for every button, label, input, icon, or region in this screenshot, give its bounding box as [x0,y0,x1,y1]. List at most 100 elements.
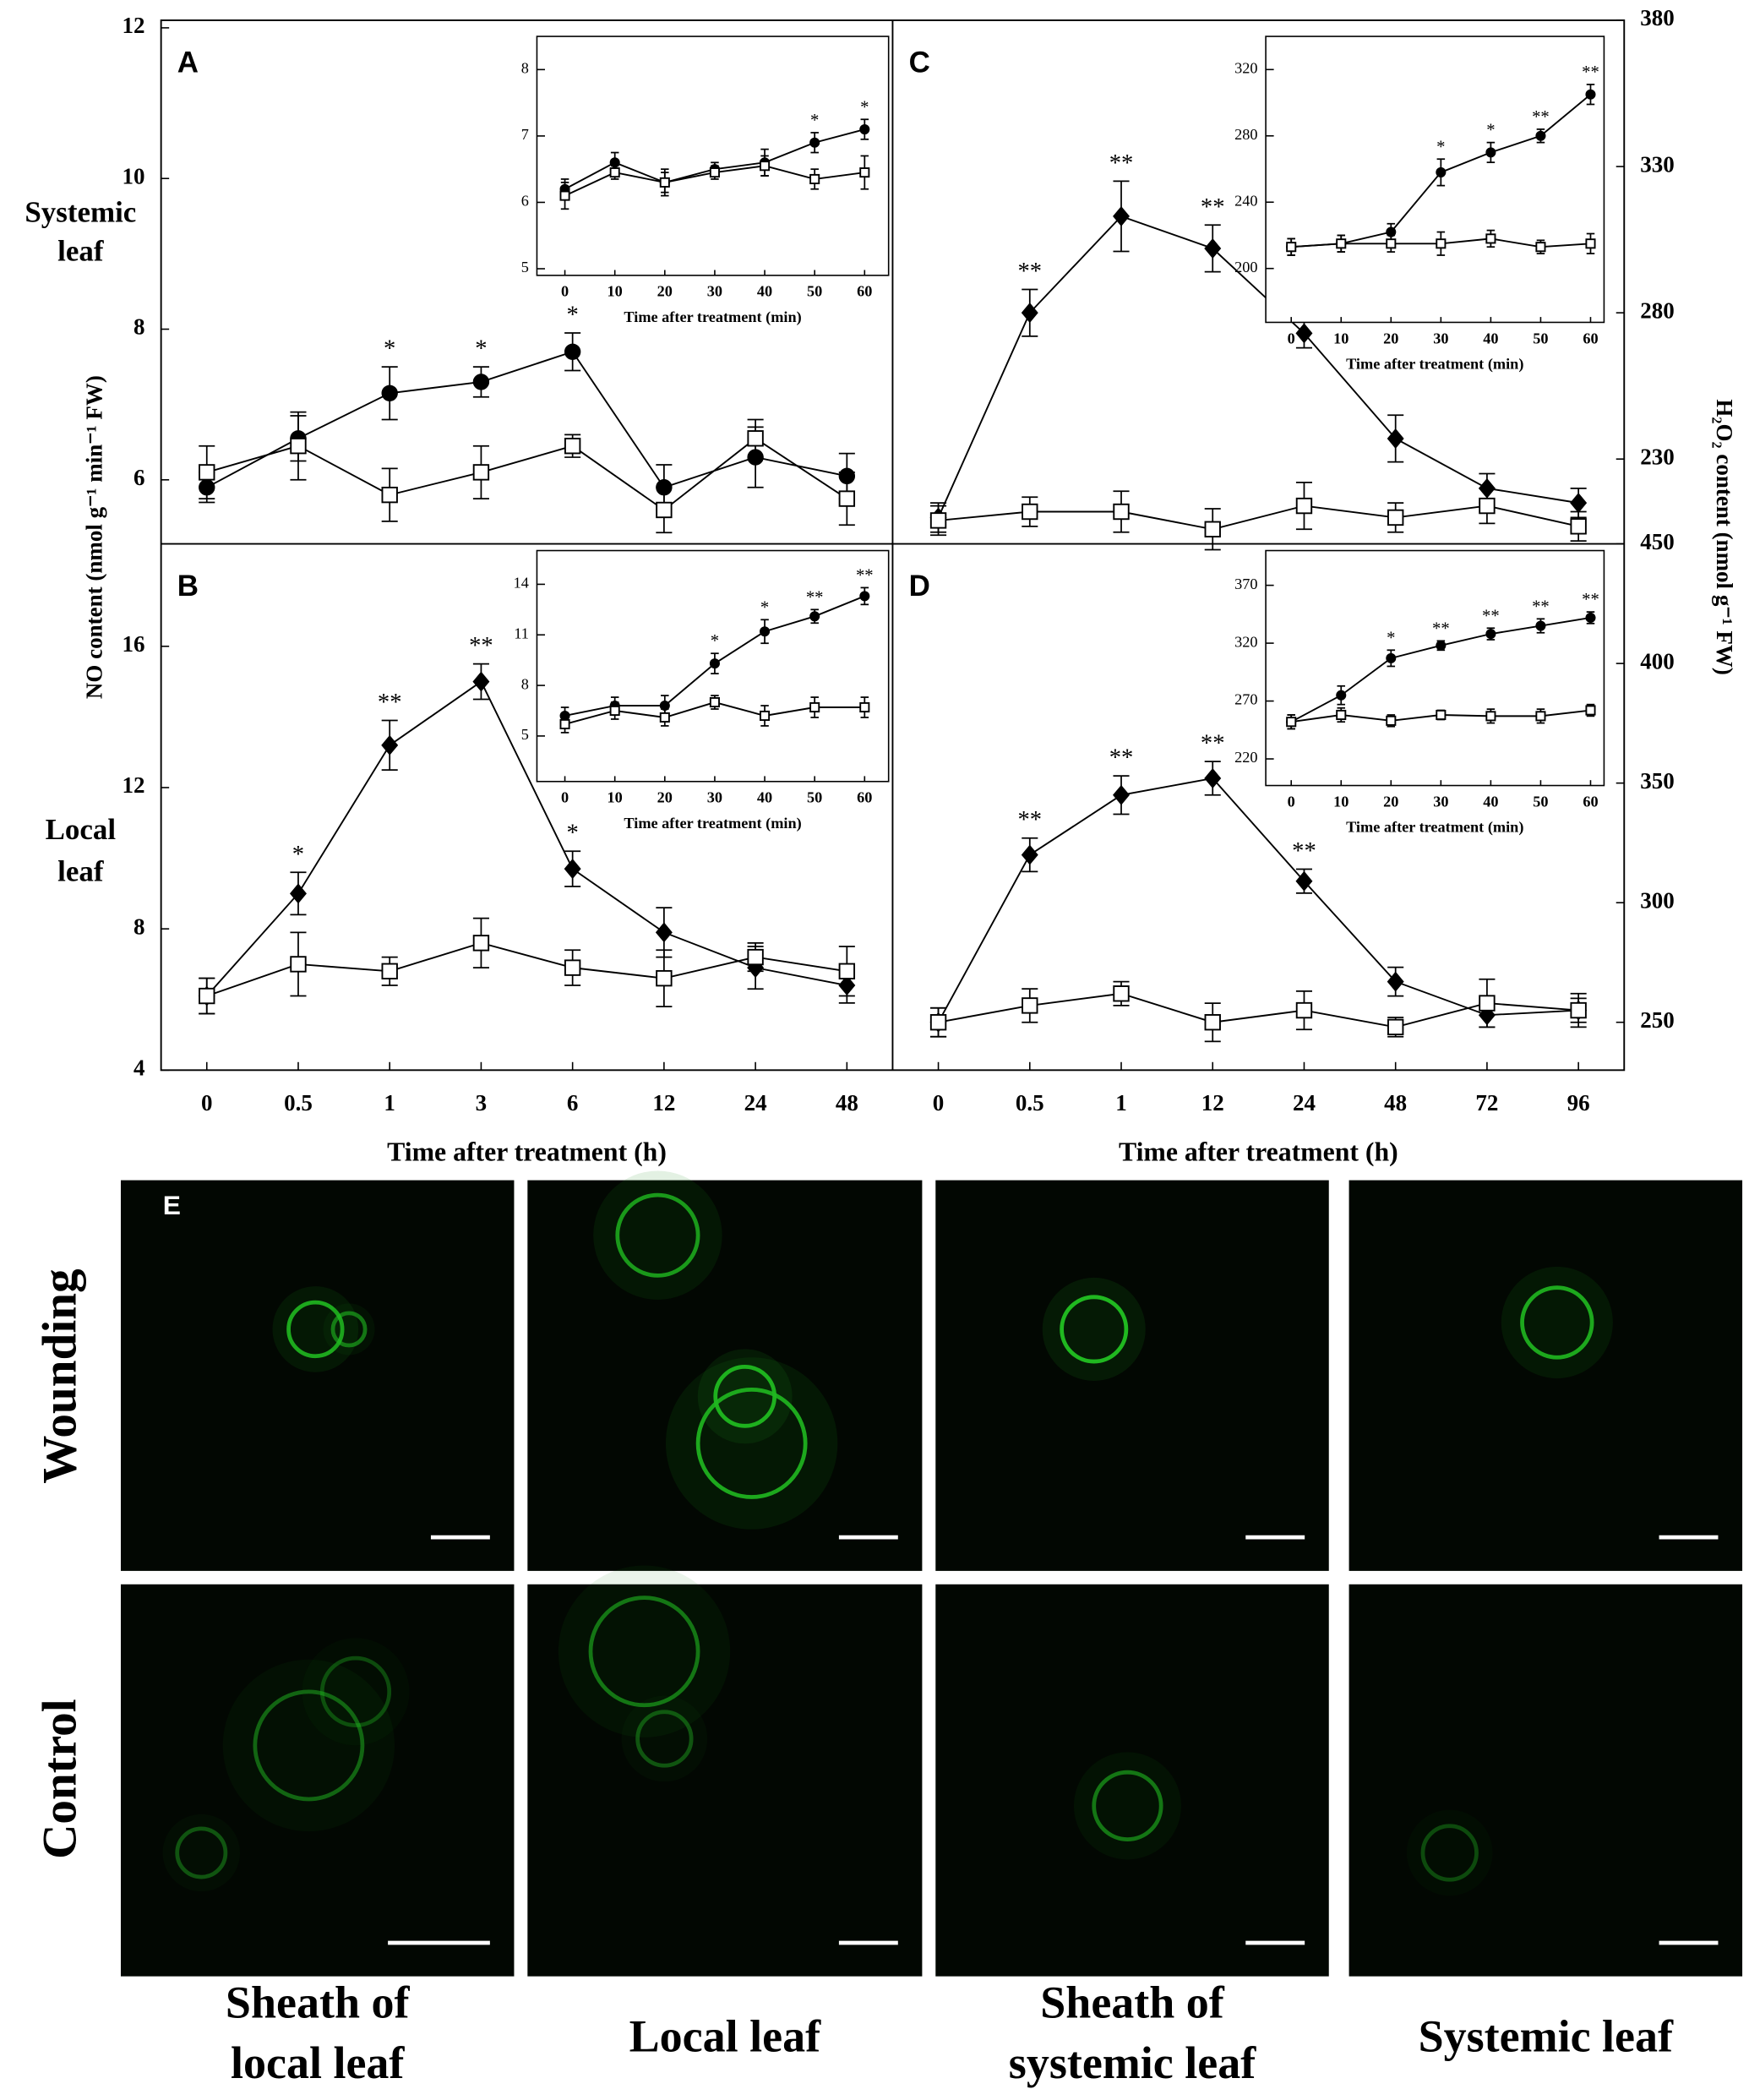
y-tick-label: 7 [521,126,529,143]
x-tick-label: 40 [757,789,772,806]
marker [1436,640,1447,651]
significance-label: * [1436,138,1445,156]
marker [809,701,820,713]
micrograph [527,1584,923,1977]
x-tick-label: 50 [807,789,822,806]
x-tick-label: 24 [1293,1090,1316,1115]
significance-label: ** [378,690,402,716]
marker [289,883,307,904]
x-tick-label: 0 [1288,330,1295,346]
tissue-glow [222,1659,395,1832]
x-tick-label: 72 [1475,1090,1498,1115]
x-tick-label: 50 [1533,330,1548,346]
marker [709,696,720,708]
tissue-ring [253,1689,365,1802]
marker [472,935,490,952]
y-tick-label: 350 [1640,768,1675,794]
marker [472,464,490,481]
column-label: local leaf [231,2037,405,2088]
tissue-ring [319,1655,392,1727]
marker [381,486,398,504]
marker [859,124,870,135]
x-tick-label: 60 [857,789,872,806]
significance-label: ** [1582,591,1599,609]
x-tick-label: 60 [1583,793,1598,810]
significance-label: ** [1292,838,1316,865]
significance-label: * [567,302,579,328]
tissue-glow [302,1638,410,1746]
tissue-glow [323,1303,375,1355]
marker [1570,1001,1587,1019]
marker [1585,238,1596,249]
marker [838,963,856,979]
x-tick-label: 20 [657,789,673,806]
marker [659,177,670,188]
column-label: Sheath of [1040,1977,1225,2028]
tissue-ring [635,1710,694,1768]
marker [838,490,856,507]
marker [1021,303,1038,324]
marker [809,137,820,148]
micrograph [935,1180,1329,1571]
column-label: Sheath of [226,1977,411,2028]
marker [559,718,570,729]
panel-label: D [909,570,930,603]
y-tick-label: 250 [1640,1007,1675,1033]
significance-label: * [292,842,304,868]
significance-label: * [567,821,579,847]
x-axis-label: Time after treatment (min) [1346,355,1523,373]
micrograph [1349,1180,1743,1571]
marker [472,374,490,390]
panel-label: C [909,46,930,79]
row-label: leaf [57,234,104,267]
marker [381,734,399,755]
y-tick-label: 8 [133,314,145,340]
y-tick-label: 5 [521,726,529,743]
series-line [938,505,1579,531]
y-tick-label: 400 [1640,648,1675,674]
marker [709,658,720,669]
row-label: Local [46,813,117,846]
y-tick-label: 450 [1640,529,1675,554]
y-axis-label: H₂O₂ content (nmol g⁻¹ FW) [1712,399,1737,675]
micrograph [120,1584,515,1977]
marker [809,173,820,184]
x-tick-label: 48 [836,1090,858,1115]
x-tick-label: 10 [1333,330,1349,346]
x-axis-label: Time after treatment (min) [624,308,801,326]
y-tick-label: 280 [1234,126,1257,143]
marker [709,167,720,178]
marker [1479,995,1496,1012]
marker [1387,509,1404,526]
y-tick-label: 12 [123,13,145,38]
marker [859,591,870,602]
column-label: systemic leaf [1009,2037,1256,2088]
y-tick-label: 370 [1234,575,1257,592]
x-tick-label: 30 [1433,330,1448,346]
y-tick-label: 380 [1640,5,1675,30]
marker [199,464,215,481]
x-tick-label: 50 [807,283,822,300]
marker [1336,690,1347,701]
x-tick-label: 50 [1533,793,1548,810]
x-tick-label: 0 [201,1090,213,1115]
tissue-ring [1092,1770,1163,1842]
marker [859,167,870,178]
x-tick-label: 1 [1115,1090,1127,1115]
tissue-glow [1406,1809,1493,1896]
panel-label: B [177,570,199,603]
significance-label: ** [1201,194,1225,221]
column-label: Systemic leaf [1419,2010,1674,2061]
x-tick-label: 20 [657,283,673,300]
x-tick-label: 30 [1433,793,1448,810]
marker [1336,238,1347,249]
marker [859,701,870,713]
x-tick-label: 40 [1483,793,1498,810]
x-tick-label: 20 [1383,330,1398,346]
column-label: Local leaf [629,2010,821,2061]
marker [760,710,771,722]
series-line [206,437,847,511]
marker [199,987,215,1005]
marker [1436,709,1447,721]
